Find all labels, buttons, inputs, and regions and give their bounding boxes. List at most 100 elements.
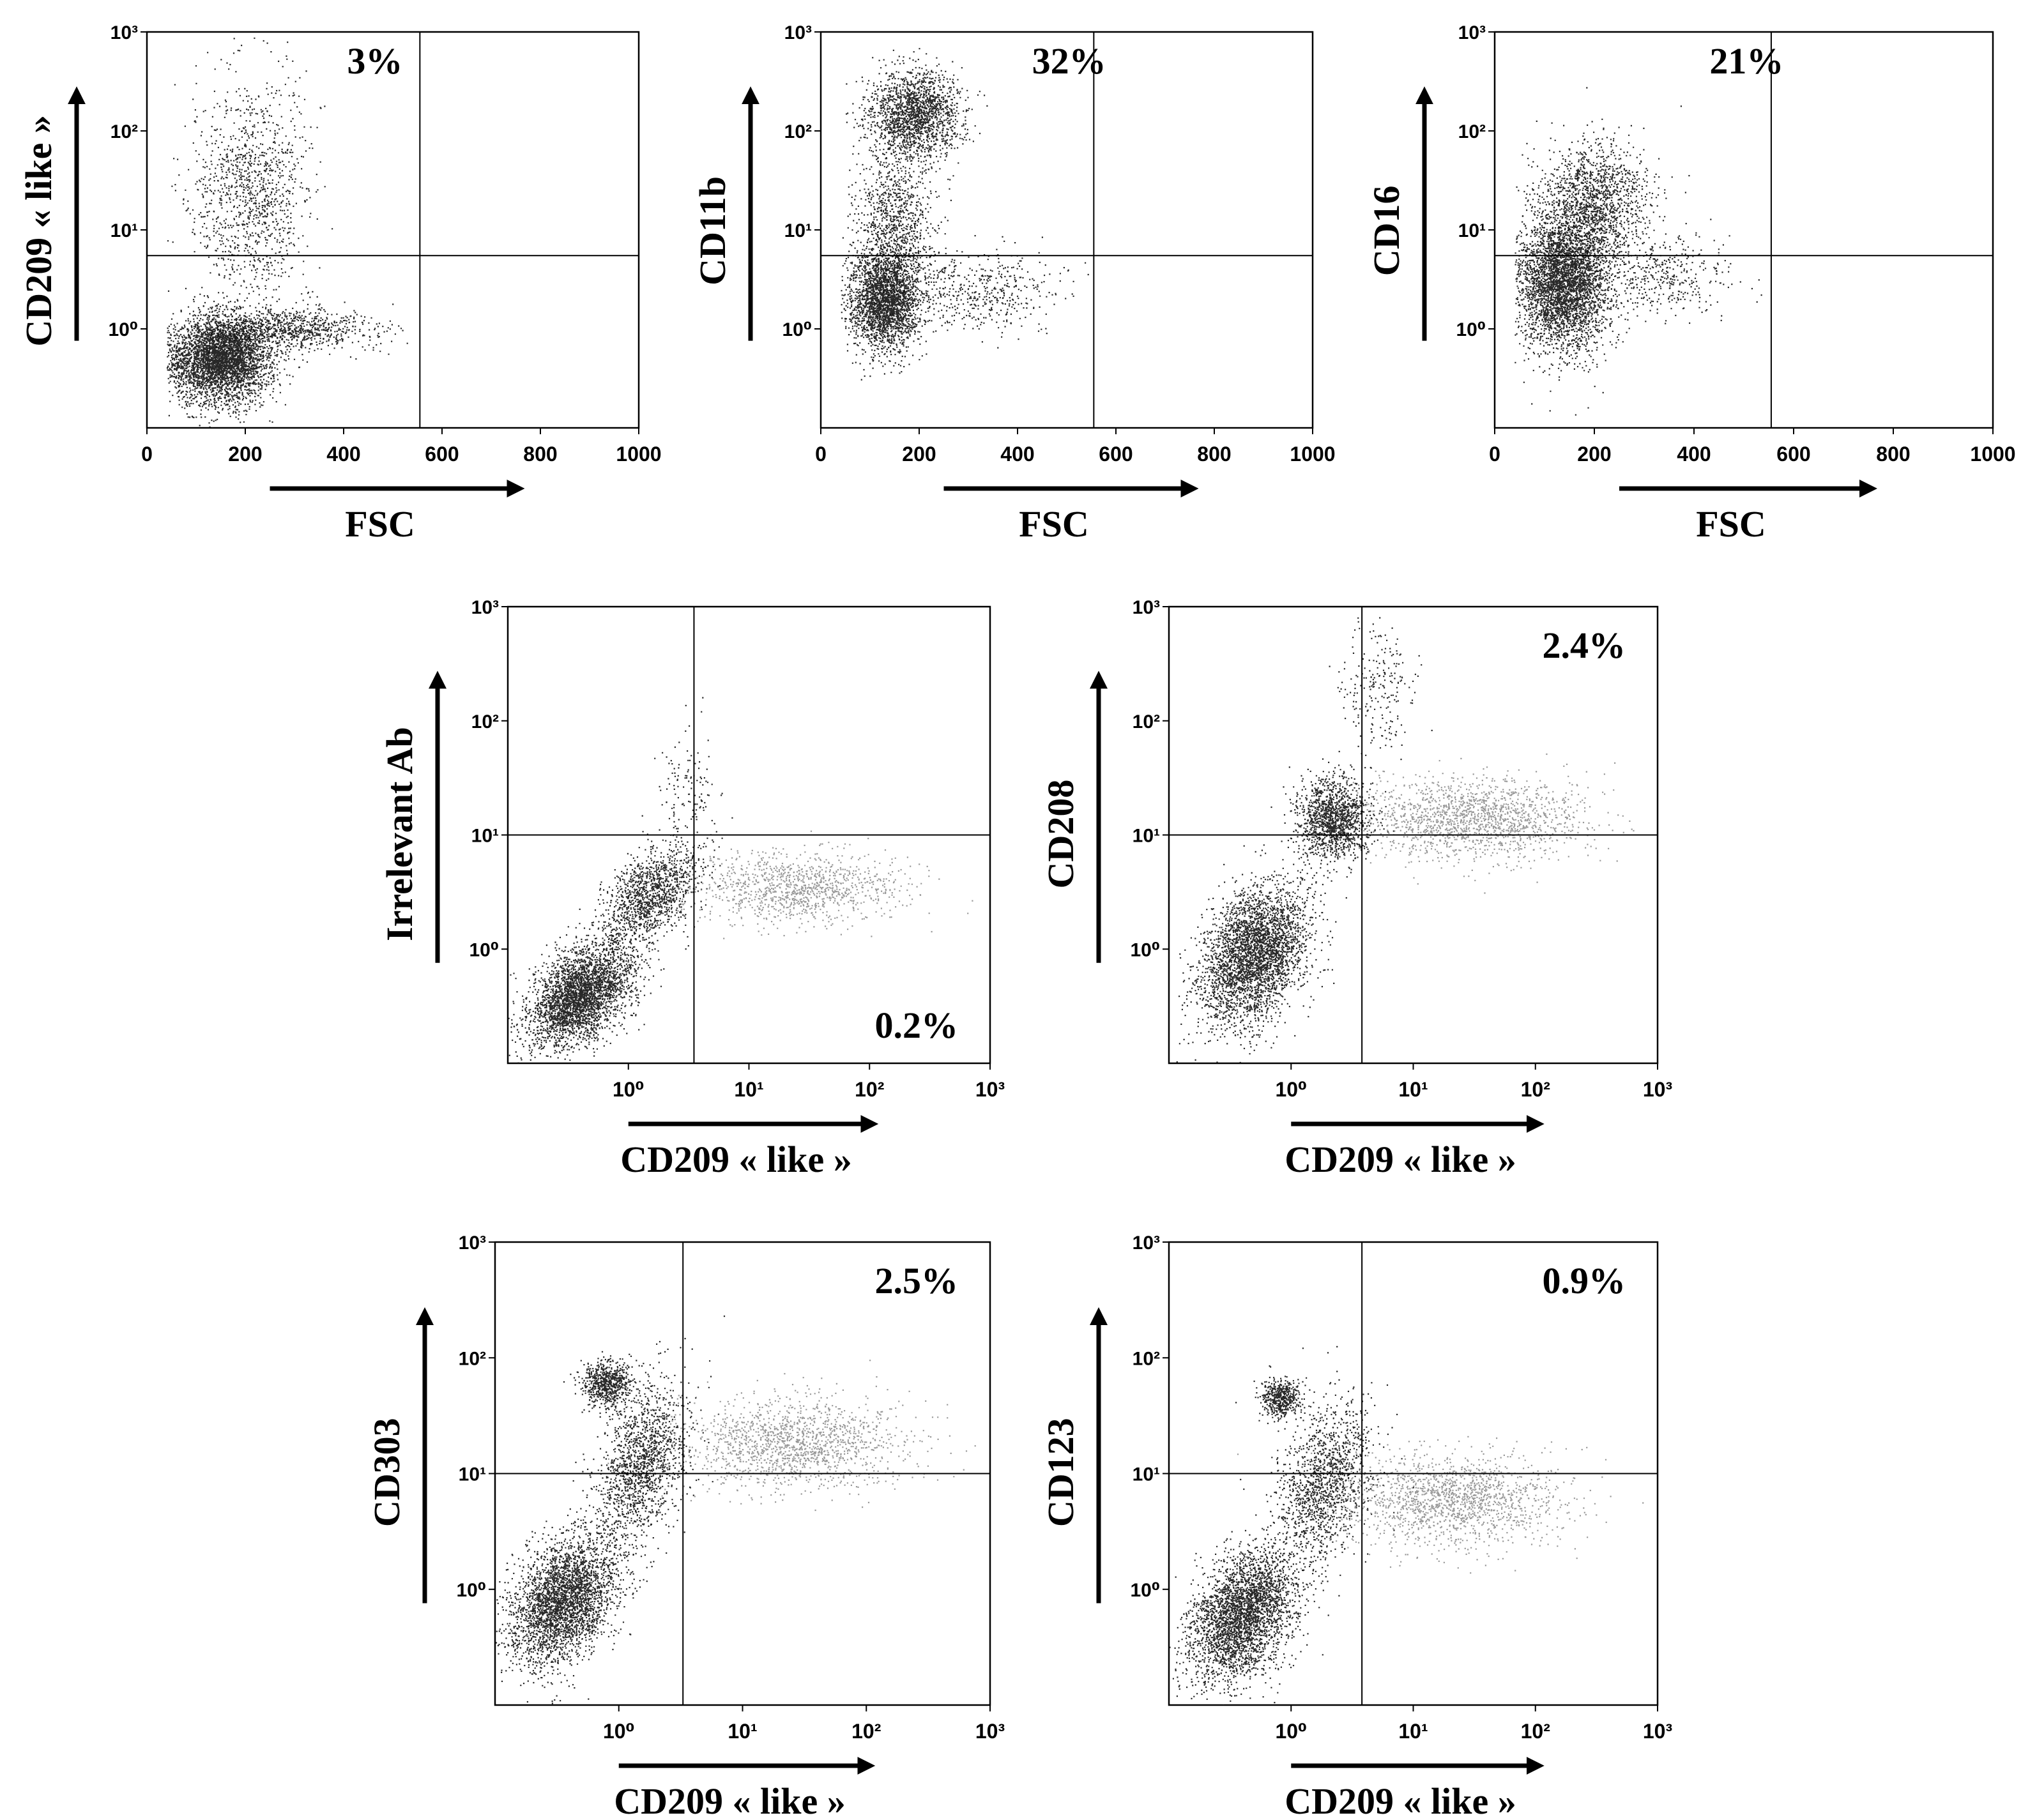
point-cluster (846, 48, 988, 189)
point-cluster (1235, 1365, 1310, 1425)
y-axis-label: CD123 (1040, 1418, 1081, 1527)
y-tick-label: 10⁰ (469, 939, 499, 960)
x-axis-label: CD209 « like » (1285, 1780, 1516, 1820)
x-tick-label: 1000 (1970, 443, 2015, 466)
point-cluster (1566, 223, 1762, 324)
y-tick-label: 10² (471, 711, 499, 732)
y-axis-label: Irrelevant Ab (379, 727, 420, 941)
y-tick-label: 10² (111, 121, 138, 142)
percentage-annotation: 3% (347, 40, 402, 82)
point-cluster (841, 212, 945, 381)
x-tick-label: 200 (1577, 443, 1611, 466)
point-cluster (866, 235, 1089, 349)
panel-7: 10⁰ 10¹ 10² 10³ 10⁰ 10¹ 10² 10³ CD209 « like » CD… (1040, 1232, 1672, 1820)
y-tick-label: 10¹ (459, 1464, 486, 1485)
x-tick-label: 10³ (975, 1078, 1005, 1101)
y-tick-label: 10⁰ (1130, 1580, 1160, 1601)
x-axis-label: FSC (345, 503, 415, 545)
percentage-annotation: 0.9% (1543, 1260, 1626, 1301)
y-tick-label: 10³ (459, 1232, 486, 1254)
x-tick-label: 10¹ (728, 1720, 757, 1743)
scatter-points (508, 697, 973, 1063)
scatter-points (166, 37, 408, 428)
point-cluster (1270, 750, 1394, 886)
point-cluster (570, 1316, 726, 1595)
scatter-points (1176, 617, 1635, 1063)
point-cluster (1237, 1436, 1644, 1574)
x-tick-label: 10¹ (734, 1078, 763, 1101)
x-tick-label: 0 (1489, 443, 1500, 466)
y-tick-label: 10³ (471, 597, 499, 618)
point-cluster (842, 118, 952, 322)
x-tick-label: 10³ (1643, 1078, 1672, 1101)
x-tick-label: 600 (1776, 443, 1810, 466)
y-tick-label: 10³ (1133, 597, 1160, 618)
x-tick-label: 10⁰ (603, 1720, 635, 1743)
y-tick-label: 10³ (1133, 1232, 1160, 1254)
y-tick-label: 10² (1133, 711, 1160, 732)
x-tick-label: 800 (1197, 443, 1231, 466)
percentage-annotation: 2.5% (875, 1260, 959, 1301)
x-tick-label: 800 (523, 443, 557, 466)
y-axis-label: CD208 (1040, 780, 1081, 889)
y-tick-label: 10¹ (111, 220, 138, 241)
x-tick-label: 0 (141, 443, 153, 466)
point-cluster (641, 697, 723, 870)
x-tick-label: 10² (1521, 1720, 1550, 1743)
point-cluster (167, 37, 333, 359)
y-tick-label: 10¹ (1133, 1464, 1160, 1485)
y-tick-label: 10¹ (784, 220, 812, 241)
y-axis-label: CD16 (1366, 186, 1407, 277)
y-tick-label: 10¹ (1458, 220, 1486, 241)
x-tick-label: 10¹ (1398, 1720, 1428, 1743)
panel-3: 0 200 400 600 800 1000 10⁰ 10¹ 10² 10³ FSC CD16 21% (1366, 22, 2016, 545)
x-axis-label: CD209 « like » (614, 1780, 846, 1820)
x-tick-label: 10⁰ (1275, 1720, 1307, 1743)
y-tick-label: 10² (1458, 121, 1486, 142)
x-tick-label: 600 (425, 443, 459, 466)
y-tick-label: 10² (459, 1348, 486, 1369)
y-tick-label: 10¹ (1133, 826, 1160, 847)
x-tick-label: 200 (228, 443, 262, 466)
y-tick-label: 10³ (784, 22, 812, 43)
x-axis-label: FSC (1696, 503, 1766, 545)
y-tick-label: 10⁰ (1456, 319, 1486, 340)
y-tick-label: 10² (1133, 1348, 1160, 1369)
percentage-annotation: 2.4% (1543, 625, 1626, 666)
y-tick-label: 10⁰ (456, 1580, 486, 1601)
x-tick-label: 1000 (616, 443, 661, 466)
y-tick-label: 10³ (111, 22, 138, 43)
x-tick-label: 10² (851, 1720, 881, 1743)
x-tick-label: 400 (1677, 443, 1711, 466)
y-tick-label: 10⁰ (1130, 939, 1160, 960)
scatter-points (495, 1316, 976, 1704)
point-cluster (1514, 164, 1635, 416)
point-cluster (567, 801, 733, 969)
percentage-annotation: 32% (1032, 40, 1106, 82)
point-cluster (166, 287, 319, 428)
point-cluster (508, 906, 665, 1063)
point-cluster (495, 1494, 664, 1704)
x-axis-label: CD209 « like » (1285, 1139, 1516, 1180)
point-cluster (1516, 87, 1712, 300)
y-tick-label: 10⁰ (108, 319, 138, 340)
x-tick-label: 10⁰ (1275, 1078, 1307, 1101)
x-tick-label: 10² (855, 1078, 884, 1101)
x-tick-label: 10⁰ (613, 1078, 645, 1101)
point-cluster (1169, 1487, 1340, 1705)
percentage-annotation: 21% (1709, 40, 1783, 82)
panel-1: 0 200 400 600 800 1000 10⁰ 10¹ 10² 10³ FSC CD209 « … (18, 22, 662, 545)
percentage-annotation: 0.2% (875, 1005, 959, 1046)
point-cluster (563, 1351, 641, 1420)
scatter-points (1169, 1346, 1644, 1705)
y-tick-label: 10³ (1458, 22, 1486, 43)
x-tick-label: 10¹ (1398, 1078, 1428, 1101)
y-tick-label: 10⁰ (782, 319, 812, 340)
x-axis-label: FSC (1019, 503, 1089, 545)
y-axis-label: CD209 « like » (18, 115, 59, 347)
x-tick-label: 10² (1521, 1078, 1550, 1101)
point-cluster (1329, 617, 1433, 761)
panel-4: 10⁰ 10¹ 10² 10³ 10⁰ 10¹ 10² 10³ CD209 « like » Ir… (379, 597, 1005, 1180)
panel-6: 10⁰ 10¹ 10² 10³ 10⁰ 10¹ 10² 10³ CD209 « like » CD… (366, 1232, 1005, 1820)
